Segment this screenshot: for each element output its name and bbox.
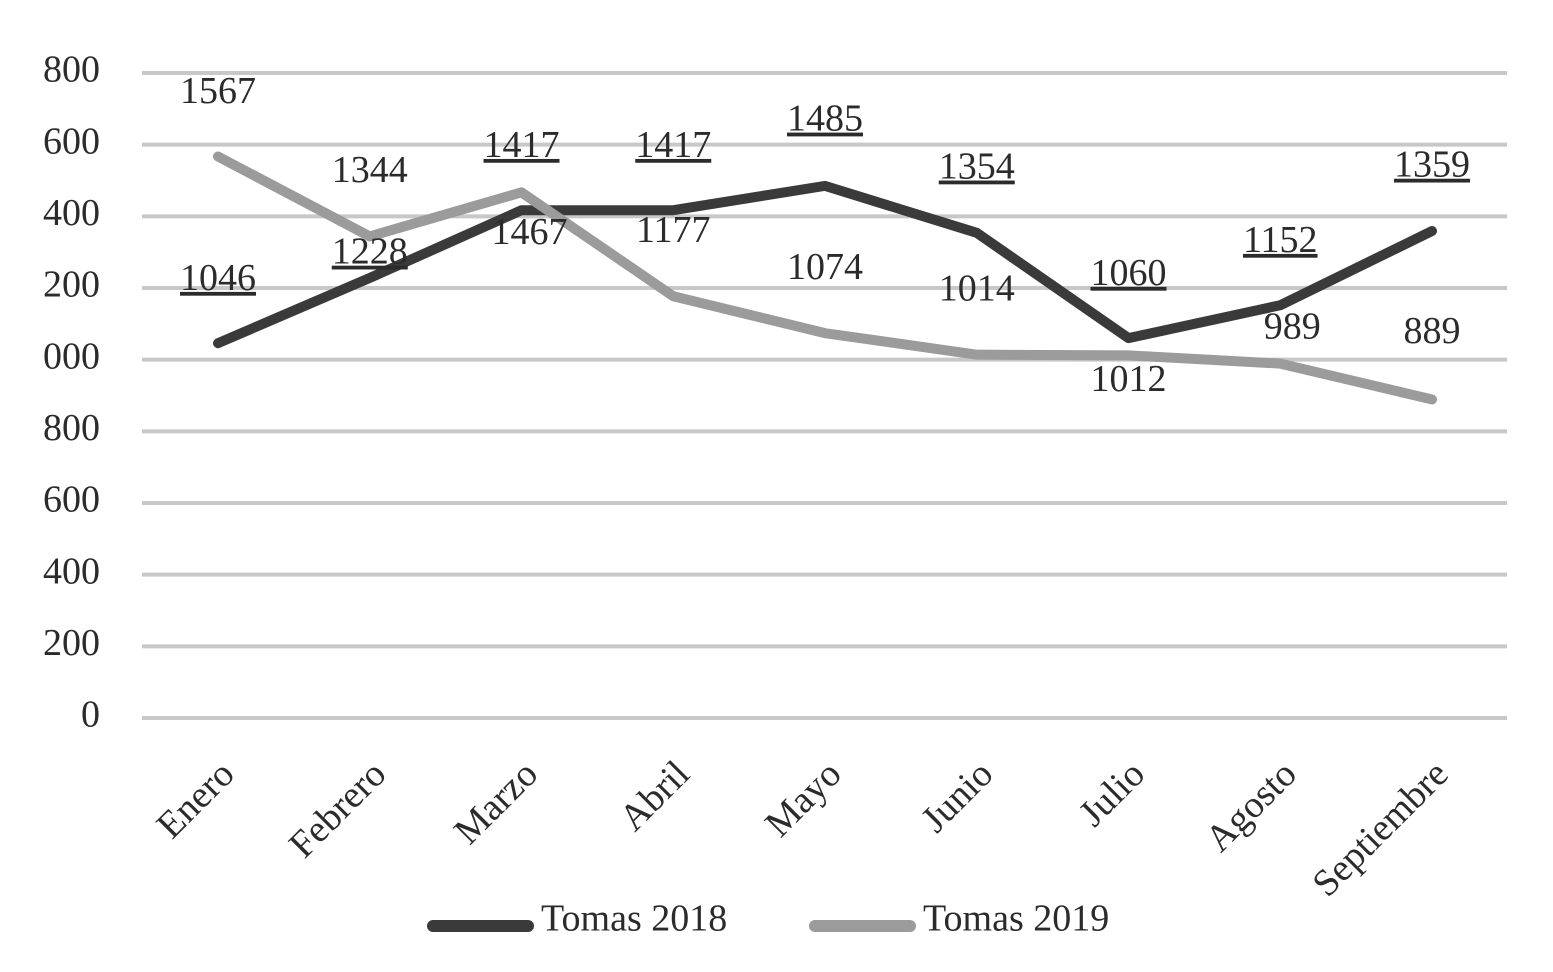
y-tick-label: 200 — [43, 622, 100, 664]
y-tick-label: 600 — [43, 120, 100, 162]
data-label: 1152 — [1243, 219, 1318, 261]
x-tick-label: Marzo — [446, 753, 546, 853]
y-tick-label: 400 — [43, 192, 100, 234]
legend-label: Tomas 2018 — [541, 898, 727, 940]
x-tick-label: Agosto — [1197, 753, 1304, 860]
y-tick-label: 800 — [43, 407, 100, 449]
data-label: 1417 — [484, 124, 560, 166]
x-tick-label: Enero — [149, 753, 243, 847]
data-label: 1485 — [787, 98, 863, 140]
y-tick-label: 000 — [43, 335, 100, 377]
x-tick-label: Mayo — [757, 753, 849, 845]
legend-label: Tomas 2019 — [923, 898, 1109, 940]
data-label: 1228 — [332, 231, 408, 273]
data-label: 1344 — [332, 149, 408, 191]
data-label: 1074 — [787, 246, 863, 288]
data-label: 1359 — [1394, 144, 1470, 186]
y-tick-label: 400 — [43, 550, 100, 592]
data-label: 1060 — [1091, 252, 1167, 294]
data-label: 1177 — [636, 209, 711, 251]
x-tick-label: Julio — [1071, 753, 1153, 835]
data-label: 1567 — [180, 70, 256, 112]
data-label: 1467 — [492, 211, 568, 253]
y-tick-label: 800 — [43, 49, 100, 91]
data-label: 989 — [1264, 305, 1321, 347]
y-tick-label: 200 — [43, 264, 100, 306]
data-label: 1354 — [939, 146, 1015, 188]
x-tick-label: Abril — [611, 753, 697, 839]
line-series — [213, 180, 1437, 349]
x-tick-label: Febrero — [281, 753, 394, 866]
data-label: 1014 — [939, 267, 1015, 309]
data-label: 1046 — [180, 257, 256, 299]
y-tick-label: 600 — [43, 479, 100, 521]
x-tick-label: Junio — [913, 753, 1001, 841]
y-tick-label: 0 — [81, 694, 100, 736]
line-series — [213, 151, 1437, 405]
x-tick-label: Septiembre — [1304, 753, 1456, 905]
data-label: 889 — [1404, 310, 1461, 352]
data-label: 1417 — [635, 124, 711, 166]
data-label: 1012 — [1091, 358, 1167, 400]
